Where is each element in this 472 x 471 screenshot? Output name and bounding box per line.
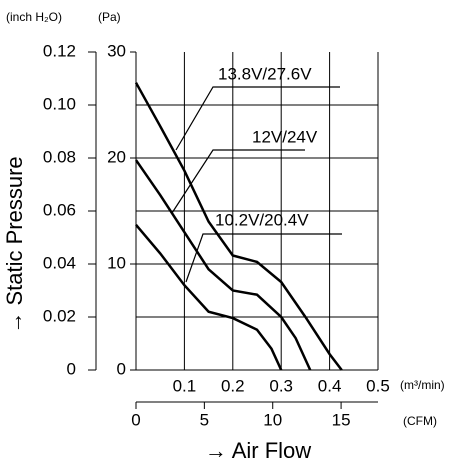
series-label: 12V/24V <box>252 127 318 146</box>
x-tick-label: 0.1 <box>173 376 197 395</box>
x2-tick-label: 0 <box>131 410 140 429</box>
y2-tick-label: 0.12 <box>43 41 76 60</box>
y2-unit: (inch H₂O) <box>6 10 62 24</box>
y2-tick-label: 0.10 <box>43 94 76 113</box>
y2-tick-label: 0.04 <box>43 253 76 272</box>
x-unit: (m³/min) <box>400 378 445 392</box>
y2-tick-label: 0.08 <box>43 147 76 166</box>
y-tick-label: 10 <box>107 253 126 272</box>
y-axis-label: → Static Pressure <box>2 156 27 333</box>
x-tick-label: 0.4 <box>318 376 342 395</box>
leaders <box>171 86 342 283</box>
x2-unit: (CFM) <box>403 414 437 428</box>
x-tick-label: 0.2 <box>221 376 245 395</box>
x-axis-label: → Air Flow <box>205 438 311 463</box>
y2-tick-label: 0 <box>67 359 76 378</box>
y2-tick-label: 0.06 <box>43 200 76 219</box>
curve <box>134 159 312 371</box>
x2-tick-label: 10 <box>263 410 282 429</box>
curve <box>134 82 343 371</box>
leader-line <box>185 233 342 283</box>
y2-tick-label: 0.02 <box>43 306 76 325</box>
leader-line <box>175 86 340 151</box>
series-label: 13.8V/27.6V <box>218 64 312 83</box>
y-tick-label: 20 <box>107 147 126 166</box>
leader-line <box>171 149 305 214</box>
x2-tick-label: 5 <box>200 410 209 429</box>
x2-tick-label: 15 <box>332 410 351 429</box>
x-tick-label: 0.3 <box>269 376 293 395</box>
series-label: 10.2V/20.4V <box>215 210 309 229</box>
y-tick-label: 0 <box>117 359 126 378</box>
x-tick-label: 0.5 <box>366 376 390 395</box>
y-tick-label: 30 <box>107 41 126 60</box>
y-unit: (Pa) <box>98 10 121 24</box>
curve <box>135 223 283 371</box>
